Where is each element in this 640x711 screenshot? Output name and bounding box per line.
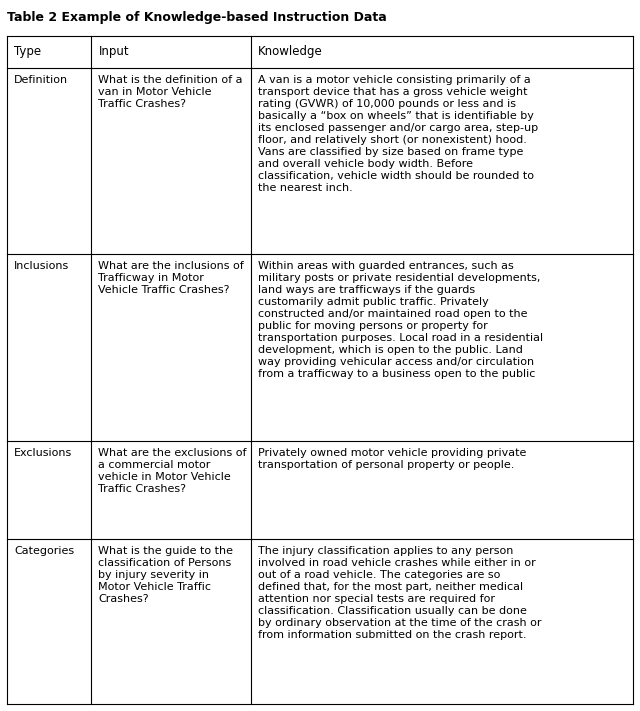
Text: What is the definition of a
van in Motor Vehicle
Traffic Crashes?: What is the definition of a van in Motor… xyxy=(99,75,243,109)
Text: Privately owned motor vehicle providing private
transportation of personal prope: Privately owned motor vehicle providing … xyxy=(258,448,527,470)
Text: Definition: Definition xyxy=(14,75,68,85)
Text: Knowledge: Knowledge xyxy=(258,46,323,58)
Text: The injury classification applies to any person
involved in road vehicle crashes: The injury classification applies to any… xyxy=(258,546,541,640)
Text: Exclusions: Exclusions xyxy=(14,448,72,458)
Text: What are the exclusions of
a commercial motor
vehicle in Motor Vehicle
Traffic C: What are the exclusions of a commercial … xyxy=(99,448,247,494)
Text: What are the inclusions of
Trafficway in Motor
Vehicle Traffic Crashes?: What are the inclusions of Trafficway in… xyxy=(99,262,244,295)
Text: A van is a motor vehicle consisting primarily of a
transport device that has a g: A van is a motor vehicle consisting prim… xyxy=(258,75,538,193)
Text: Categories: Categories xyxy=(14,546,74,556)
Text: Type: Type xyxy=(14,46,41,58)
Text: Input: Input xyxy=(99,46,129,58)
Text: Within areas with guarded entrances, such as
military posts or private residenti: Within areas with guarded entrances, suc… xyxy=(258,262,543,380)
Text: Table 2 Example of Knowledge-based Instruction Data: Table 2 Example of Knowledge-based Instr… xyxy=(7,11,387,24)
Text: What is the guide to the
classification of Persons
by injury severity in
Motor V: What is the guide to the classification … xyxy=(99,546,234,604)
Text: Inclusions: Inclusions xyxy=(14,262,69,272)
